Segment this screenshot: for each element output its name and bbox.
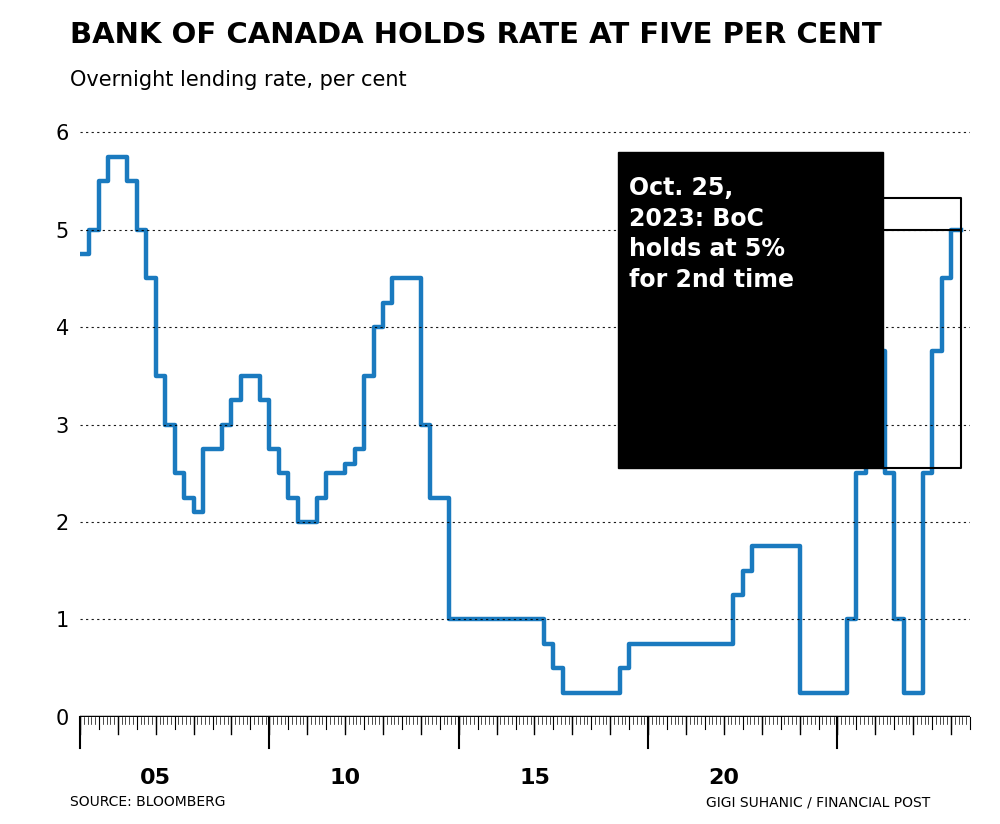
Text: BANK OF CANADA HOLDS RATE AT FIVE PER CENT: BANK OF CANADA HOLDS RATE AT FIVE PER CE… — [70, 21, 882, 49]
Text: Overnight lending rate, per cent: Overnight lending rate, per cent — [70, 70, 407, 90]
Text: SOURCE: BLOOMBERG: SOURCE: BLOOMBERG — [70, 795, 226, 809]
Text: Oct. 25,
2023: BoC
holds at 5%
for 2nd time: Oct. 25, 2023: BoC holds at 5% for 2nd t… — [629, 176, 794, 292]
Text: 10: 10 — [330, 767, 361, 788]
Text: 15: 15 — [519, 767, 550, 788]
Text: 05: 05 — [140, 767, 171, 788]
Text: GIGI SUHANIC / FINANCIAL POST: GIGI SUHANIC / FINANCIAL POST — [706, 795, 930, 809]
FancyBboxPatch shape — [618, 152, 883, 468]
Text: 20: 20 — [708, 767, 739, 788]
